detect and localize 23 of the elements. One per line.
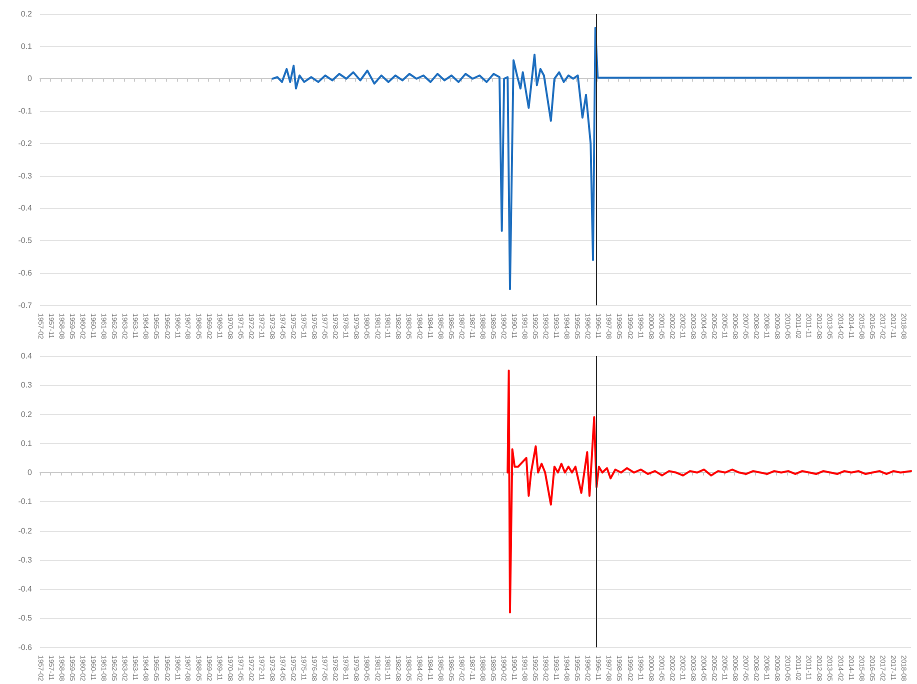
y-tick-label: -0.2 [18, 526, 33, 536]
y-tick-label: -0.5 [18, 236, 33, 246]
y-tick-label: -0.4 [18, 584, 33, 594]
y-tick-label: 0 [28, 468, 33, 478]
y-tick-label: -0.4 [18, 204, 33, 213]
y-tick-label: 0.2 [20, 10, 33, 18]
y-tick-label: -0.6 [18, 642, 33, 652]
y-tick-label: 0.3 [20, 380, 33, 390]
y-tick-label: -0.1 [18, 106, 33, 116]
y-tick-label: -0.5 [18, 614, 33, 623]
y-tick-label: -0.6 [18, 268, 33, 278]
y-tick-label: -0.3 [18, 171, 33, 180]
y-tick-label: 0.4 [20, 352, 33, 360]
y-tick-label: 0 [28, 74, 33, 84]
y-tick-label: -0.2 [18, 138, 33, 148]
y-tick-label: -0.7 [18, 300, 33, 310]
line-series [272, 26, 912, 290]
line-series [506, 370, 912, 614]
y-tick-label: 0.1 [20, 438, 33, 448]
y-tick-label: 0.1 [20, 42, 33, 51]
y-tick-label: -0.3 [18, 555, 33, 564]
y-tick-label: -0.1 [18, 497, 33, 506]
y-tick-label: 0.2 [20, 410, 33, 419]
